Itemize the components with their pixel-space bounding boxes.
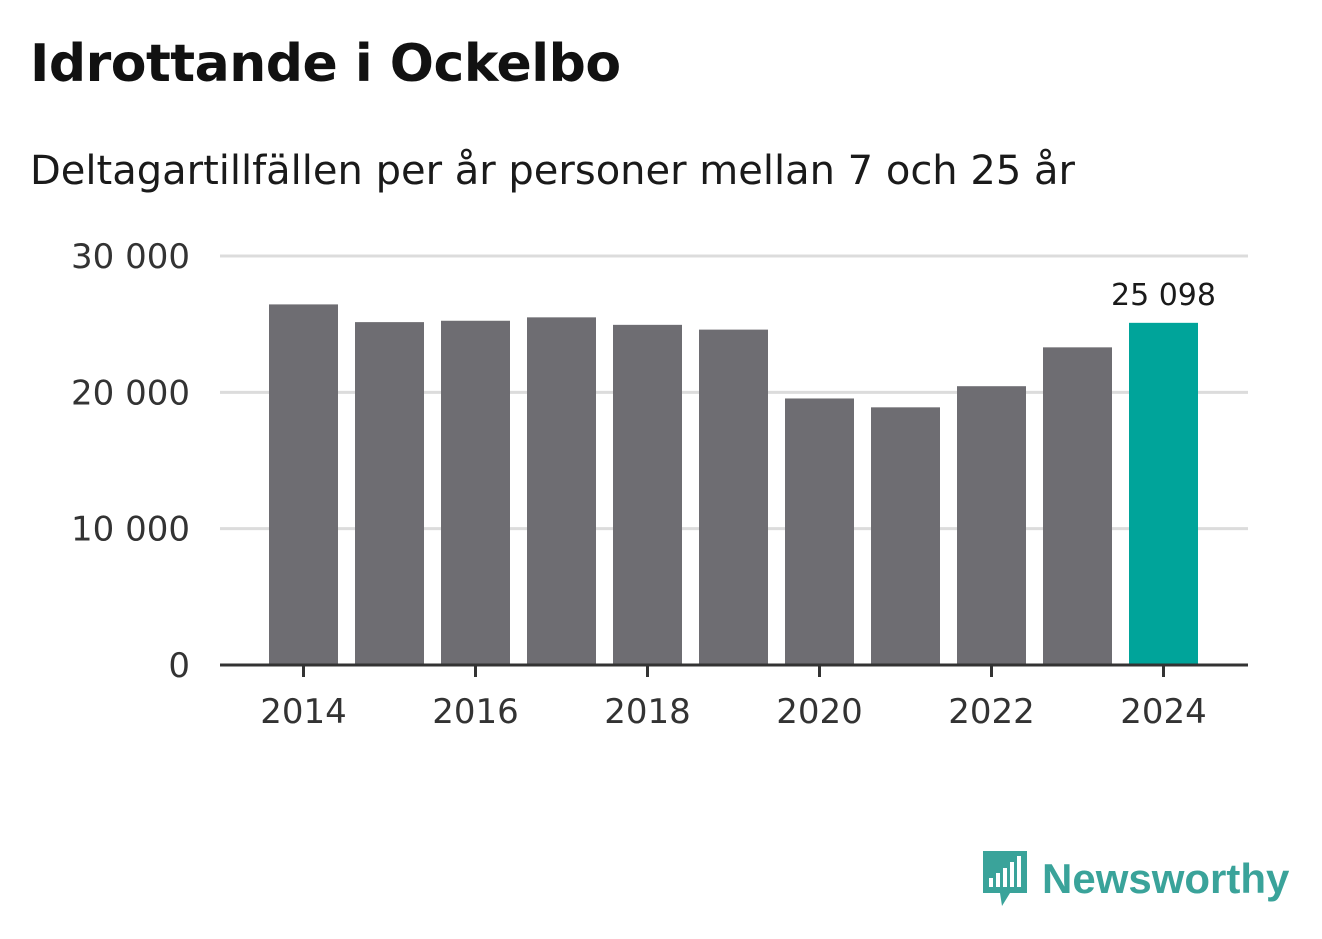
bar-2014 xyxy=(269,304,338,665)
y-tick-label: 10 000 xyxy=(71,510,190,550)
x-tick-label: 2022 xyxy=(948,692,1035,732)
y-tick-label: 30 000 xyxy=(71,237,190,277)
chart-subtitle: Deltagartillfällen per år personer mella… xyxy=(30,148,1075,194)
y-tick-label: 0 xyxy=(168,646,190,686)
bar-2018 xyxy=(613,324,682,665)
axes xyxy=(220,663,1248,677)
labels: 0 10 000 20 000 30 000 2014 2016 2018 2020 2022 2… xyxy=(71,237,1216,732)
bar-2020 xyxy=(785,398,854,665)
bar-2017 xyxy=(527,317,596,665)
x-tick-label: 2014 xyxy=(260,692,347,732)
x-tick-label: 2020 xyxy=(776,692,863,732)
data-label: 25 098 xyxy=(1111,278,1216,313)
brand-name: Newsworthy xyxy=(1042,855,1290,902)
brand-logo: Newsworthy xyxy=(980,848,1289,910)
bar-2021 xyxy=(871,407,940,665)
x-tick-label: 2024 xyxy=(1120,692,1207,732)
bar-2023 xyxy=(1043,347,1112,665)
chart-title: Idrottande i Ockelbo xyxy=(30,34,621,94)
x-tick-label: 2018 xyxy=(604,692,691,732)
bar-2015 xyxy=(355,322,424,665)
bar-2016 xyxy=(441,320,510,665)
bar-2019 xyxy=(699,329,768,665)
newsworthy-logo-icon xyxy=(983,851,1027,906)
bar-2022 xyxy=(957,386,1026,665)
bar-2024 xyxy=(1129,322,1198,665)
bars xyxy=(269,304,1198,665)
y-tick-label: 20 000 xyxy=(71,373,190,413)
x-tick-label: 2016 xyxy=(432,692,519,732)
